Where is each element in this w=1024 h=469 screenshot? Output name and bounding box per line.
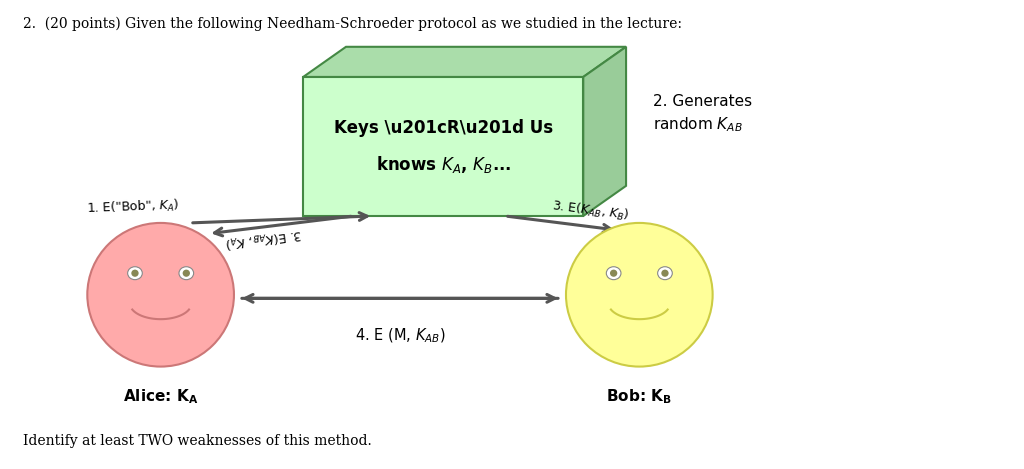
- Text: knows $K_A$, $K_B$...: knows $K_A$, $K_B$...: [376, 154, 511, 175]
- Text: Alice: $\mathbf{K_A}$: Alice: $\mathbf{K_A}$: [123, 387, 199, 406]
- Ellipse shape: [657, 267, 673, 280]
- Text: 2. Generates
random $K_{AB}$: 2. Generates random $K_{AB}$: [652, 94, 752, 134]
- Ellipse shape: [128, 267, 142, 280]
- Ellipse shape: [182, 270, 190, 277]
- Polygon shape: [584, 47, 626, 216]
- Text: 3. E($K_{AB}$, $K_B$): 3. E($K_{AB}$, $K_B$): [551, 198, 630, 224]
- Polygon shape: [303, 77, 584, 216]
- Text: Identify at least TWO weaknesses of this method.: Identify at least TWO weaknesses of this…: [24, 434, 372, 448]
- Ellipse shape: [610, 270, 617, 277]
- Ellipse shape: [566, 223, 713, 367]
- Ellipse shape: [87, 223, 233, 367]
- Text: 4. E (M, $K_{AB}$): 4. E (M, $K_{AB}$): [354, 326, 445, 345]
- Ellipse shape: [606, 267, 621, 280]
- Text: 3. E($K_{AB}$, $K_A$): 3. E($K_{AB}$, $K_A$): [224, 225, 303, 250]
- Text: Bob: $\mathbf{K_B}$: Bob: $\mathbf{K_B}$: [606, 387, 672, 406]
- Text: 2.  (20 points) Given the following Needham-Schroeder protocol as we studied in : 2. (20 points) Given the following Needh…: [24, 17, 682, 31]
- Ellipse shape: [131, 270, 138, 277]
- Ellipse shape: [662, 270, 669, 277]
- Ellipse shape: [179, 267, 194, 280]
- Polygon shape: [303, 47, 626, 77]
- Text: 1. E("Bob", $K_A$): 1. E("Bob", $K_A$): [87, 197, 180, 217]
- Text: Keys \u201cR\u201d Us: Keys \u201cR\u201d Us: [334, 119, 553, 137]
